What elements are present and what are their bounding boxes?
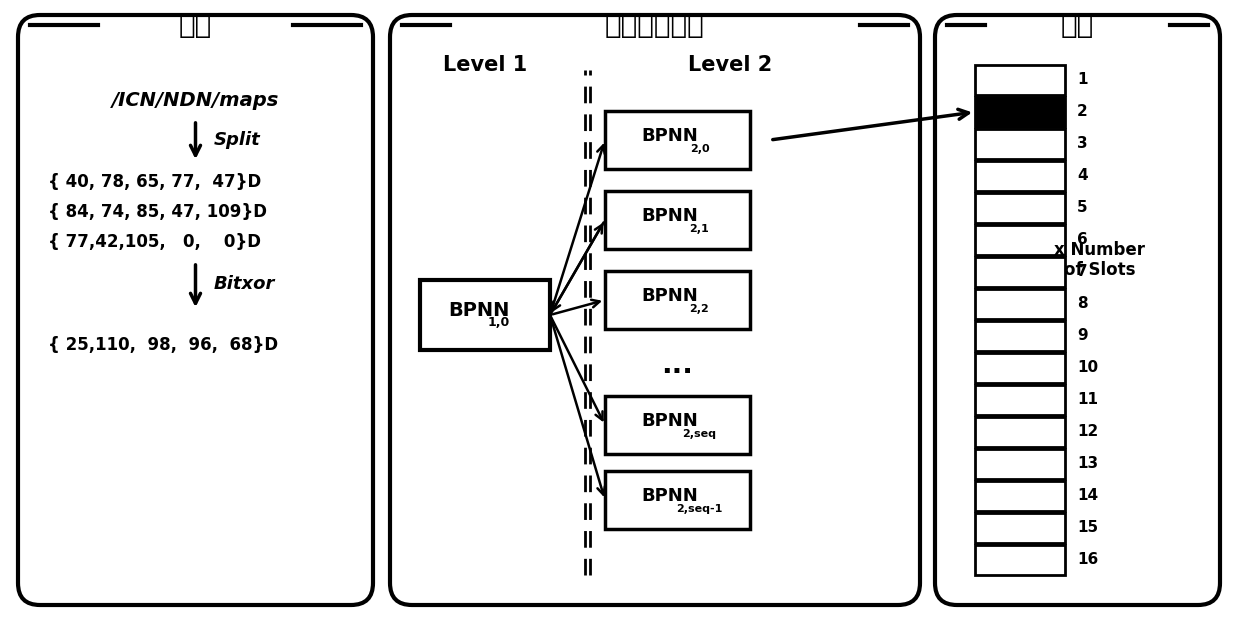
Text: x Number
of Slots: x Number of Slots bbox=[1054, 241, 1146, 279]
Bar bbox=[975, 257, 1065, 287]
Text: 位图: 位图 bbox=[1061, 11, 1094, 39]
Bar bbox=[605, 111, 750, 169]
Text: 8: 8 bbox=[1078, 297, 1087, 311]
Bar bbox=[975, 289, 1065, 319]
Text: 15: 15 bbox=[1078, 520, 1099, 536]
Text: 14: 14 bbox=[1078, 488, 1099, 503]
Bar bbox=[975, 193, 1065, 223]
Text: 神经网络模型: 神经网络模型 bbox=[605, 11, 704, 39]
Text: 5: 5 bbox=[1078, 200, 1087, 215]
Text: { 40, 78, 65, 77,  47}D: { 40, 78, 65, 77, 47}D bbox=[48, 173, 262, 191]
Text: 2: 2 bbox=[1078, 105, 1087, 120]
Bar bbox=[605, 396, 750, 454]
Text: BPNN: BPNN bbox=[641, 207, 698, 225]
Text: 2,2: 2,2 bbox=[689, 304, 709, 314]
Bar bbox=[975, 225, 1065, 255]
Text: 2,0: 2,0 bbox=[689, 144, 709, 154]
Text: Level 1: Level 1 bbox=[443, 55, 527, 75]
Bar bbox=[975, 385, 1065, 415]
Text: 13: 13 bbox=[1078, 457, 1099, 471]
Text: BPNN: BPNN bbox=[641, 287, 698, 305]
Bar bbox=[975, 161, 1065, 191]
Bar bbox=[975, 353, 1065, 383]
Text: 3: 3 bbox=[1078, 137, 1087, 151]
Bar bbox=[975, 97, 1065, 127]
Text: 11: 11 bbox=[1078, 392, 1097, 408]
Text: /ICN/NDN/maps: /ICN/NDN/maps bbox=[112, 91, 279, 110]
Bar bbox=[975, 417, 1065, 447]
Text: BPNN: BPNN bbox=[641, 127, 698, 145]
Text: 2,seq-1: 2,seq-1 bbox=[676, 504, 723, 514]
Text: 1: 1 bbox=[1078, 72, 1087, 88]
Text: 1,0: 1,0 bbox=[487, 316, 510, 329]
Text: ...: ... bbox=[662, 351, 693, 379]
Text: 7: 7 bbox=[1078, 265, 1087, 280]
Text: 6: 6 bbox=[1078, 232, 1087, 248]
Bar bbox=[605, 271, 750, 329]
Text: 10: 10 bbox=[1078, 360, 1099, 375]
Text: Split: Split bbox=[213, 131, 260, 149]
Text: 2,seq: 2,seq bbox=[682, 429, 717, 439]
Bar bbox=[975, 65, 1065, 95]
Text: { 77,42,105,   0,    0}D: { 77,42,105, 0, 0}D bbox=[48, 233, 260, 251]
Text: 12: 12 bbox=[1078, 425, 1099, 440]
Bar bbox=[420, 280, 551, 350]
Bar bbox=[975, 513, 1065, 543]
Text: { 25,110,  98,  96,  68}D: { 25,110, 98, 96, 68}D bbox=[48, 336, 278, 354]
Text: BPNN: BPNN bbox=[641, 412, 698, 430]
Text: BPNN: BPNN bbox=[449, 302, 510, 321]
Bar bbox=[975, 321, 1065, 351]
Text: 输入: 输入 bbox=[179, 11, 212, 39]
Bar bbox=[975, 481, 1065, 511]
Text: 4: 4 bbox=[1078, 168, 1087, 183]
Bar bbox=[605, 191, 750, 249]
Text: Bitxor: Bitxor bbox=[213, 275, 275, 293]
Bar bbox=[975, 129, 1065, 159]
Text: 16: 16 bbox=[1078, 553, 1099, 568]
Text: { 84, 74, 85, 47, 109}D: { 84, 74, 85, 47, 109}D bbox=[48, 203, 267, 221]
Bar bbox=[975, 449, 1065, 479]
Bar bbox=[975, 545, 1065, 575]
Text: Level 2: Level 2 bbox=[688, 55, 773, 75]
Text: BPNN: BPNN bbox=[641, 487, 698, 505]
Text: 2,1: 2,1 bbox=[689, 224, 709, 234]
Text: 9: 9 bbox=[1078, 328, 1087, 343]
Bar bbox=[605, 471, 750, 529]
